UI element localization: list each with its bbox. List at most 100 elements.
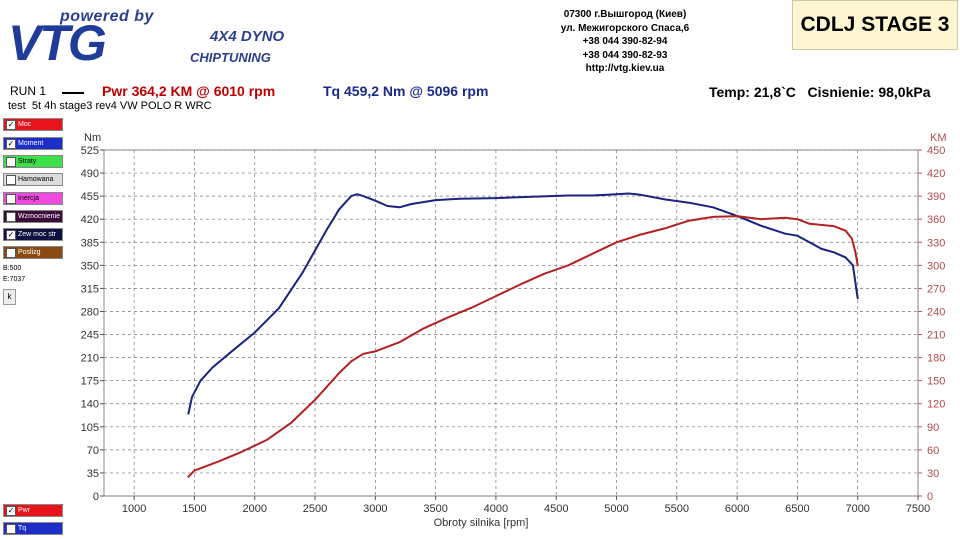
y-left-tick-label: 210 (81, 353, 99, 365)
legend-toggle-tq[interactable]: Tq (3, 522, 63, 535)
y-right-axis-title: KM (930, 132, 947, 144)
legend-label: Inercja (18, 195, 40, 202)
logo-chiptuning-text: CHIPTUNING (190, 50, 271, 65)
website-line: http://vtg.kiev.ua (585, 63, 665, 74)
legend-checkbox[interactable] (6, 212, 16, 222)
phone-line: +38 044 390-82-93 (582, 49, 668, 61)
legend-label: Hamowana (18, 176, 54, 183)
y-right-tick-label: 210 (927, 330, 945, 342)
stage-label-box: CDLJ STAGE 3 (792, 0, 958, 50)
legend-toggle-zew-moc-str[interactable]: ✓ Zew moc str (3, 228, 63, 241)
y-left-tick-label: 105 (81, 422, 99, 434)
x-tick-label: 7000 (845, 503, 869, 515)
x-tick-label: 1000 (122, 503, 146, 515)
end-rpm: E:7037 (3, 276, 26, 283)
legend-toggle-wzmocnienie[interactable]: Wzmocnienie (3, 210, 63, 223)
legend-checkbox[interactable]: ✓ (6, 120, 16, 130)
legend-label: Wzmocnienie (18, 213, 61, 220)
legend-toggle-hamowana[interactable]: Hamowana (3, 173, 63, 186)
y-left-tick-label: 455 (81, 191, 99, 203)
y-left-tick-label: 350 (81, 260, 99, 272)
power-peak-readout: Pwr 364,2 KM @ 6010 rpm (102, 83, 276, 99)
y-right-tick-label: 0 (927, 491, 933, 503)
legend-label: Tq (18, 525, 27, 532)
legend-checkbox[interactable] (6, 175, 16, 185)
legend-toggle-inercja[interactable]: Inercja (3, 192, 63, 205)
y-left-tick-label: 140 (81, 399, 99, 411)
x-tick-label: 1500 (182, 503, 206, 515)
torque-peak-readout: Tq 459,2 Nm @ 5096 rpm (323, 83, 489, 99)
legend-checkbox[interactable]: ✓ (6, 139, 16, 149)
x-tick-label: 3500 (423, 503, 447, 515)
x-tick-label: 4000 (484, 503, 508, 515)
x-tick-label: 4500 (544, 503, 568, 515)
x-tick-label: 2000 (242, 503, 266, 515)
y-left-tick-label: 0 (93, 491, 99, 503)
y-right-tick-label: 90 (927, 422, 939, 434)
x-tick-label: 7500 (906, 503, 930, 515)
y-left-tick-label: 315 (81, 283, 99, 295)
legend-label: Zew moc str (18, 231, 57, 238)
logo-dyno-text: 4X4 DYNO (210, 28, 285, 45)
y-right-tick-label: 150 (927, 376, 945, 388)
begin-rpm: B:500 (3, 265, 22, 272)
logo-tagline: powered by (60, 8, 154, 25)
x-tick-label: 2500 (303, 503, 327, 515)
k-button[interactable]: k (3, 289, 16, 305)
legend-toggle-poslizg[interactable]: Poslizg (3, 246, 63, 259)
address-line: 07300 г.Вышгород (Киев) (563, 9, 687, 20)
legend-toggle-straty[interactable]: Straty (3, 155, 63, 168)
y-left-axis-title: Nm (84, 132, 101, 144)
y-left-tick-label: 245 (81, 330, 99, 342)
y-right-tick-label: 360 (927, 214, 945, 226)
series-line-moment (187, 192, 859, 415)
y-left-tick-label: 175 (81, 376, 99, 388)
phone-line: +38 044 390-82-94 (582, 36, 668, 47)
x-tick-label: 5500 (665, 503, 689, 515)
y-right-tick-label: 180 (927, 353, 945, 365)
run-label: RUN 1 (10, 84, 47, 98)
y-left-tick-label: 525 (81, 145, 99, 157)
plot-frame (103, 149, 919, 497)
y-left-tick-label: 490 (81, 168, 99, 180)
legend-checkbox[interactable]: ✓ (6, 230, 16, 240)
legend-label: Pwr (18, 507, 31, 514)
y-left-tick-label: 385 (81, 237, 99, 249)
x-tick-label: 3000 (363, 503, 387, 515)
y-left-tick-label: 280 (81, 306, 99, 318)
conditions-readout: Temp: 21,8`C Cisnienie: 98,0kPa (709, 84, 931, 100)
y-right-tick-label: 30 (927, 468, 939, 480)
legend-toggle-moment[interactable]: ✓ Moment (3, 137, 63, 150)
legend-label: Moc (18, 121, 32, 128)
test-name: test 5t 4h stage3 rev4 VW POLO R WRC (8, 100, 212, 112)
y-right-tick-label: 270 (927, 283, 945, 295)
legend-checkbox[interactable] (6, 248, 16, 258)
logo-brand: VTG (8, 15, 107, 71)
legend-checkbox[interactable]: ✓ (6, 506, 16, 516)
legend-checkbox[interactable] (6, 524, 16, 534)
y-left-tick-label: 420 (81, 214, 99, 226)
y-left-tick-label: 35 (87, 468, 99, 480)
y-right-tick-label: 60 (927, 445, 939, 457)
y-right-tick-label: 120 (927, 399, 945, 411)
run-line-sample (62, 92, 84, 94)
legend-toggle-pwr[interactable]: ✓ Pwr (3, 504, 63, 517)
x-tick-label: 6000 (725, 503, 749, 515)
range-readout: B:500 E:7037 (3, 263, 25, 285)
legend-label: Moment (18, 140, 44, 147)
y-left-tick-label: 70 (87, 445, 99, 457)
y-right-tick-label: 330 (927, 237, 945, 249)
y-right-tick-label: 450 (927, 145, 945, 157)
company-address: 07300 г.Вышгород (Киев) ул. Межигорского… (540, 8, 710, 76)
x-tick-label: 6500 (785, 503, 809, 515)
legend-checkbox[interactable] (6, 157, 16, 167)
legend-toggle-moc[interactable]: ✓ Moc (3, 118, 63, 131)
address-line: ул. Межигорского Спаса,6 (560, 22, 690, 34)
y-right-tick-label: 300 (927, 260, 945, 272)
legend-checkbox[interactable] (6, 194, 16, 204)
y-right-tick-label: 420 (927, 168, 945, 180)
y-right-tick-label: 390 (927, 191, 945, 203)
series-line-moc (187, 215, 859, 478)
x-axis-title: Obroty silnika [rpm] (434, 517, 529, 529)
